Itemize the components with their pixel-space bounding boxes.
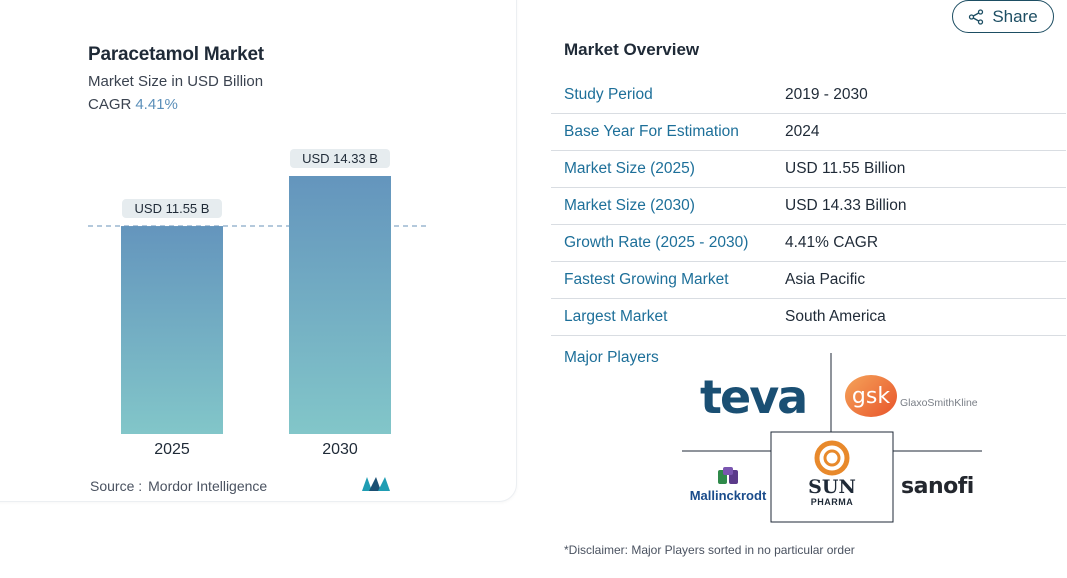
mallinckrodt-text: Mallinckrodt (689, 488, 767, 503)
source-label: Source : (90, 478, 143, 494)
row-label[interactable]: Base Year For Estimation (564, 123, 739, 140)
gsk-text: GlaxoSmithKline (900, 397, 978, 409)
mordor-logo-icon (362, 477, 390, 491)
source-name: Mordor Intelligence (148, 478, 268, 494)
overview-row-base-year: Base Year For Estimation 2024 (551, 114, 1066, 151)
data-label: USD 11.55 B (135, 201, 210, 216)
mallinckrodt-mark-icon (718, 467, 738, 484)
sun-sub-text: PHARMA (810, 497, 854, 507)
sanofi-logo: sanofi (901, 474, 974, 499)
overview-table: Study Period 2019 - 2030 Base Year For E… (551, 77, 1066, 336)
x-tick-label: 2030 (322, 441, 358, 458)
chart-card (0, 0, 517, 502)
share-icon (969, 8, 984, 25)
bar-chart: USD 11.55 B 2025 USD 14.33 B 2030 (88, 149, 428, 458)
sun-text: SUN (808, 476, 856, 498)
data-label-bg (122, 199, 222, 219)
major-players-title[interactable]: Major Players (564, 349, 659, 366)
chart-source: Source : Mordor Intelligence (90, 478, 267, 494)
row-value: South America (785, 308, 886, 325)
sun-pharma-logo: SUN PHARMA (800, 440, 864, 507)
overview-row-growth-rate: Growth Rate (2025 - 2030) 4.41% CAGR (551, 225, 1066, 262)
share-button[interactable]: Share (952, 0, 1054, 33)
bar-2030 (289, 176, 391, 434)
bar-2025 (121, 226, 223, 434)
row-value: 2024 (785, 123, 820, 140)
row-value: Asia Pacific (785, 271, 866, 288)
data-label-bg (290, 149, 390, 168)
overview-row-market-size-2025: Market Size (2025) USD 11.55 Billion (551, 151, 1066, 188)
chart-title: Paracetamol Market (88, 44, 264, 65)
row-label[interactable]: Market Size (2030) (564, 197, 695, 214)
row-value: 2019 - 2030 (785, 86, 868, 103)
overview-row-market-size-2030: Market Size (2030) USD 14.33 Billion (551, 188, 1066, 225)
row-value: USD 11.55 Billion (785, 160, 906, 177)
row-label[interactable]: Fastest Growing Market (564, 271, 729, 288)
row-value: 4.41% CAGR (785, 234, 879, 251)
gsk-badge-icon: gsk (845, 375, 897, 417)
mallinckrodt-logo: Mallinckrodt (686, 466, 770, 503)
data-label: USD 14.33 B (302, 151, 378, 166)
teva-logo: teva (700, 370, 808, 424)
row-label[interactable]: Largest Market (564, 308, 668, 325)
overview-row-study-period: Study Period 2019 - 2030 (551, 77, 1066, 114)
overview-row-fastest-growing: Fastest Growing Market Asia Pacific (551, 262, 1066, 299)
disclaimer: *Disclaimer: Major Players sorted in no … (564, 543, 855, 557)
sun-pharma-mark-icon (814, 440, 850, 476)
row-label[interactable]: Market Size (2025) (564, 160, 695, 177)
share-label: Share (992, 6, 1038, 26)
overview-row-largest-market: Largest Market South America (551, 299, 1066, 336)
row-label[interactable]: Growth Rate (2025 - 2030) (564, 234, 749, 251)
chart-cagr: CAGR 4.41% (88, 96, 178, 113)
chart-subtitle: Market Size in USD Billion (88, 73, 264, 90)
row-value: USD 14.33 Billion (785, 197, 907, 214)
cagr-label: CAGR (88, 96, 132, 113)
row-label[interactable]: Study Period (564, 86, 653, 103)
gsk-logo: gsk GlaxoSmithKline (845, 375, 978, 417)
x-tick-label: 2025 (154, 441, 190, 458)
overview-title: Market Overview (564, 40, 700, 59)
cagr-value: 4.41% (135, 96, 178, 113)
